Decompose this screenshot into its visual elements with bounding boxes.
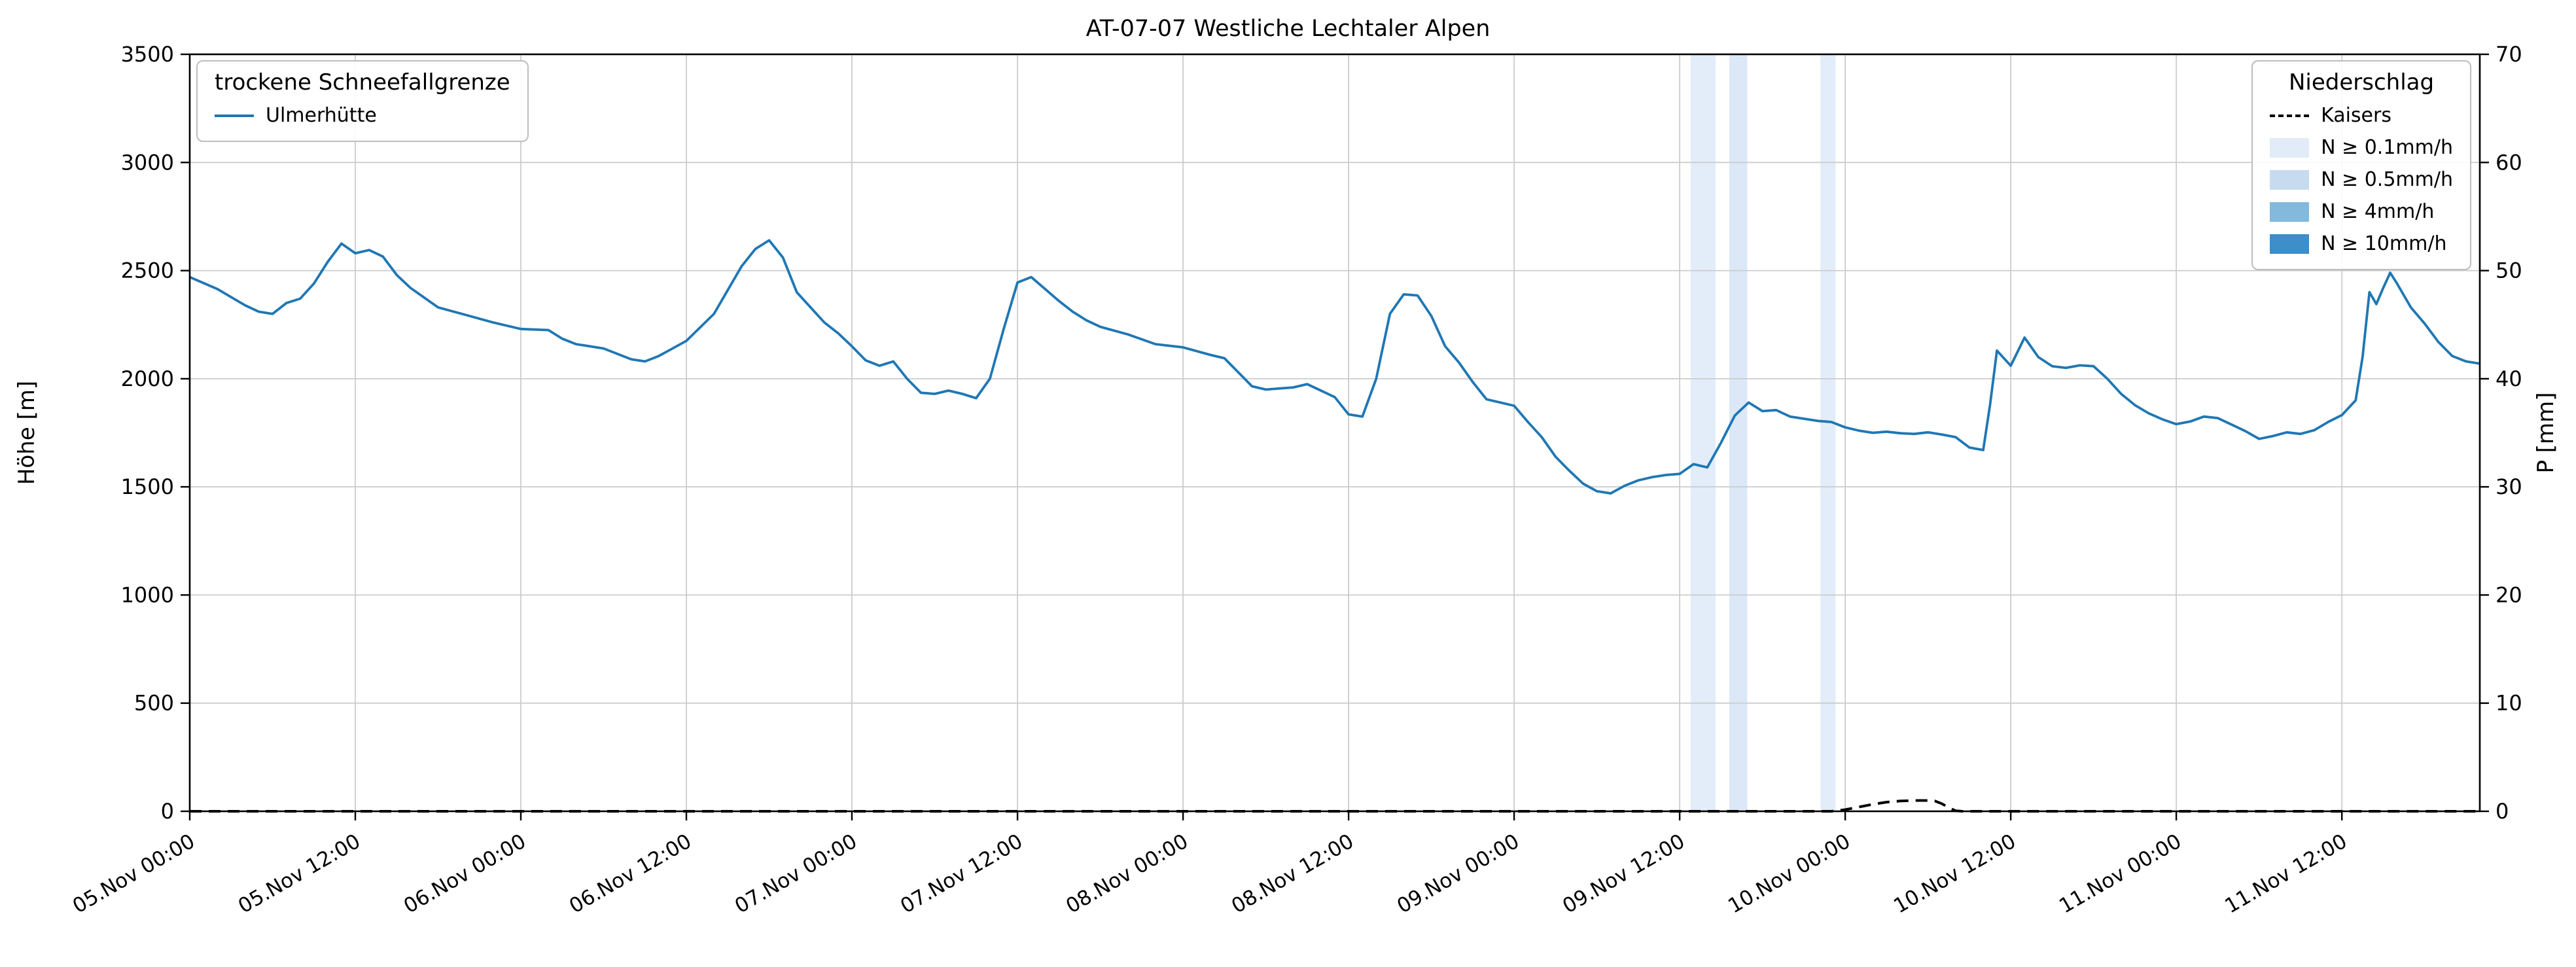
series-line-Kaisers bbox=[190, 799, 2480, 813]
x-tick-label: 11.Nov 00:00 bbox=[2055, 830, 2185, 919]
precip-band bbox=[1691, 54, 1716, 811]
legend-precipitation-items: Kaisers N ≥ 0.1mm/h N ≥ 0.5mm/h N ≥ 4mm/h N … bbox=[2266, 99, 2457, 260]
legend-precipitation: Niederschlag Kaisers N ≥ 0.1mm/h N ≥ 0.5mm… bbox=[2251, 60, 2471, 270]
legend-precipitation-title: Niederschlag bbox=[2288, 69, 2435, 96]
y-left-tick-label: 0 bbox=[161, 799, 174, 824]
x-tick-label: 08.Nov 00:00 bbox=[1062, 830, 1192, 919]
x-tick-label: 05.Nov 00:00 bbox=[69, 830, 199, 919]
solid-line-sample-icon bbox=[215, 114, 254, 117]
precip-band bbox=[1820, 54, 1836, 811]
x-tick-label: 09.Nov 00:00 bbox=[1393, 830, 1523, 919]
precip-band bbox=[1729, 54, 1748, 811]
legend-snowfall-items: Ulmerhütte bbox=[211, 99, 514, 132]
y-left-axis-label: Höhe [m] bbox=[14, 381, 40, 485]
legend-item: Ulmerhütte bbox=[211, 99, 514, 132]
legend-item-label: Kaisers bbox=[2321, 104, 2391, 127]
y-right-axis-label: P [mm] bbox=[2533, 392, 2559, 473]
plot-border bbox=[188, 53, 2481, 813]
legend-item-label: N ≥ 4mm/h bbox=[2321, 200, 2435, 223]
color-patch-icon bbox=[2270, 234, 2310, 254]
dashed-line-sample-icon bbox=[2270, 114, 2310, 117]
y-right-tick-label: 30 bbox=[2496, 474, 2522, 499]
y-left-tick-label: 3500 bbox=[121, 42, 174, 67]
color-patch-icon bbox=[2270, 202, 2310, 222]
legend-snowfall-line: trockene Schneefallgrenze Ulmerhütte bbox=[196, 60, 529, 142]
y-right-tick-label: 10 bbox=[2496, 691, 2522, 716]
x-tick-label: 07.Nov 00:00 bbox=[731, 830, 861, 919]
y-right-tick-label: 60 bbox=[2496, 150, 2522, 175]
legend-item-label: N ≥ 10mm/h bbox=[2321, 232, 2447, 255]
x-tick-label: 10.Nov 00:00 bbox=[1724, 830, 1854, 919]
legend-item: N ≥ 10mm/h bbox=[2266, 228, 2457, 260]
x-tick-label: 06.Nov 12:00 bbox=[565, 830, 696, 919]
color-patch-icon bbox=[2270, 169, 2310, 190]
legend-item: Kaisers bbox=[2266, 99, 2457, 132]
x-tick-label: 05.Nov 12:00 bbox=[234, 830, 364, 919]
y-right-tick-label: 70 bbox=[2496, 42, 2522, 67]
x-tick-label: 09.Nov 12:00 bbox=[1559, 830, 1689, 919]
legend-snowfall-title: trockene Schneefallgrenze bbox=[215, 69, 510, 96]
y-left-tick-label: 500 bbox=[134, 691, 174, 716]
legend-item-label: Ulmerhütte bbox=[266, 104, 377, 127]
y-left-tick-label: 1500 bbox=[121, 474, 174, 499]
color-patch-icon bbox=[2270, 137, 2310, 158]
legend-item-label: N ≥ 0.5mm/h bbox=[2321, 168, 2453, 191]
x-tick-label: 11.Nov 12:00 bbox=[2221, 830, 2351, 919]
legend-item: N ≥ 0.5mm/h bbox=[2266, 164, 2457, 196]
x-tick-label: 10.Nov 12:00 bbox=[1890, 830, 2020, 919]
legend-item: N ≥ 0.1mm/h bbox=[2266, 132, 2457, 164]
chart-title: AT-07-07 Westliche Lechtaler Alpen bbox=[1085, 16, 1491, 42]
legend-item-label: N ≥ 0.1mm/h bbox=[2321, 136, 2453, 159]
y-left-tick-label: 3000 bbox=[121, 150, 174, 175]
y-right-tick-label: 50 bbox=[2496, 258, 2522, 283]
x-tick-label: 07.Nov 12:00 bbox=[896, 830, 1027, 919]
y-left-tick-label: 2000 bbox=[121, 366, 174, 391]
y-left-tick-label: 2500 bbox=[121, 258, 174, 283]
x-tick-label: 06.Nov 00:00 bbox=[400, 830, 530, 919]
x-tick-label: 08.Nov 12:00 bbox=[1227, 830, 1358, 919]
series-line-Ulmerhütte bbox=[189, 239, 2480, 495]
legend-item: N ≥ 4mm/h bbox=[2266, 196, 2457, 228]
y-right-tick-label: 40 bbox=[2496, 366, 2522, 391]
y-right-tick-label: 20 bbox=[2496, 582, 2522, 607]
y-left-tick-label: 1000 bbox=[121, 582, 174, 607]
y-right-tick-label: 0 bbox=[2496, 799, 2509, 824]
